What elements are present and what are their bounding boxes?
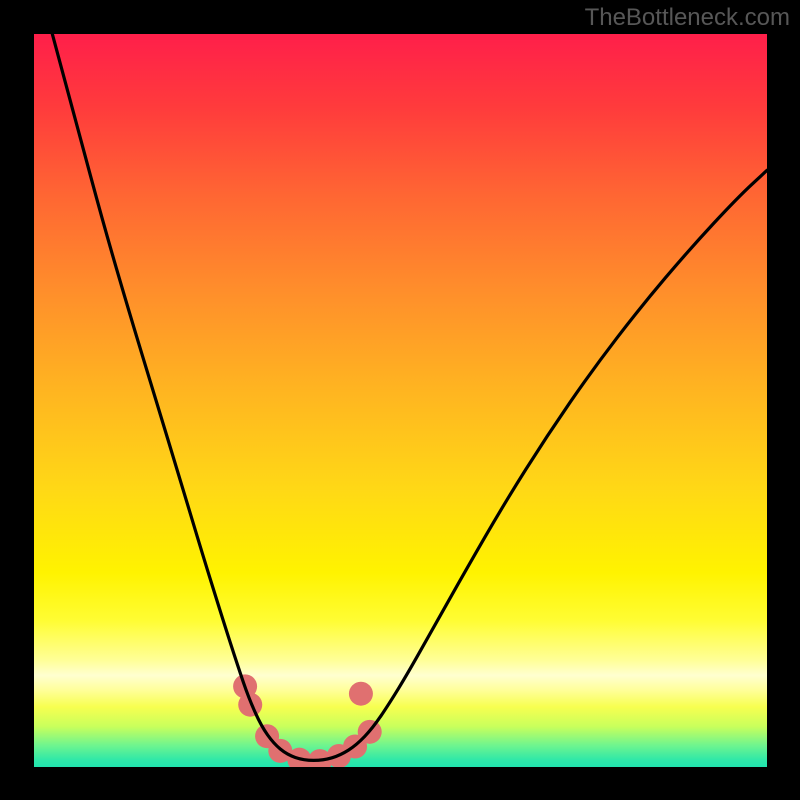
marker-group	[233, 674, 382, 767]
plot-area	[34, 34, 767, 767]
watermark-text: TheBottleneck.com	[585, 4, 790, 32]
bottleneck-curve	[52, 34, 767, 760]
marker-dot	[349, 682, 373, 706]
curve-layer	[34, 34, 767, 767]
chart-container: TheBottleneck.com	[0, 0, 800, 800]
